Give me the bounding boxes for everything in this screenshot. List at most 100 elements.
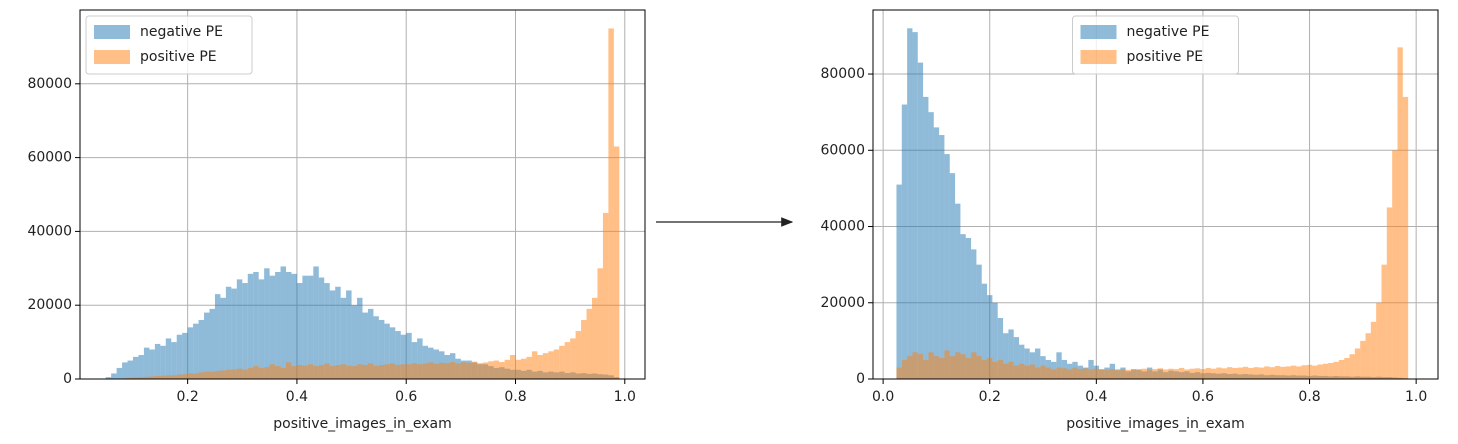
histogram-bar	[444, 363, 450, 379]
histogram-bar	[1392, 150, 1398, 379]
histogram-bar	[411, 363, 418, 379]
histogram-bar	[997, 318, 1004, 379]
legend: negative PE positive PE	[1072, 15, 1239, 75]
histogram-bar	[231, 288, 237, 379]
histogram-bar	[1402, 96, 1409, 380]
legend: negative PE positive PE	[85, 15, 253, 75]
histogram-bar	[313, 366, 319, 379]
histogram-bar	[896, 367, 902, 379]
histogram-bar	[253, 366, 259, 379]
histogram-bar	[406, 332, 412, 379]
histogram-bar	[1344, 358, 1350, 379]
histogram-bar	[389, 327, 396, 379]
histogram-bar	[928, 112, 934, 379]
x-tick-label: 0.8	[1298, 389, 1320, 405]
histogram-bar	[291, 366, 297, 379]
histogram-bar	[182, 332, 188, 379]
histogram-bar	[1226, 367, 1233, 379]
histogram-bar	[933, 127, 940, 379]
histogram-bar	[362, 364, 368, 379]
histogram-bar	[242, 369, 248, 379]
axes-frame	[79, 9, 646, 380]
histogram-bar	[912, 32, 918, 380]
histogram-bar	[564, 342, 571, 379]
histogram-bar	[608, 28, 614, 379]
histogram-bar	[1136, 369, 1142, 379]
histogram-bar	[1093, 368, 1099, 379]
histogram-bar	[149, 376, 155, 379]
histogram-bar	[1040, 365, 1046, 379]
histogram-bar	[133, 356, 139, 379]
histogram-bar	[455, 363, 461, 379]
x-tick-label: 0.2	[177, 389, 199, 405]
histogram-bar	[1232, 367, 1238, 379]
histogram-bar	[992, 361, 998, 379]
histogram-bar	[553, 349, 560, 379]
legend-swatch	[1080, 25, 1117, 39]
histogram-bar	[570, 338, 576, 379]
histogram-bar	[116, 367, 123, 379]
histogram-bar	[329, 366, 336, 379]
histogram-bar	[1386, 207, 1393, 379]
histogram-bar	[1024, 348, 1030, 379]
histogram-bar	[253, 271, 259, 379]
histogram-bar	[307, 364, 314, 379]
histogram-bar	[335, 364, 341, 379]
histogram-bar	[1296, 366, 1302, 379]
histogram-bar	[939, 135, 945, 379]
histogram-bar	[280, 266, 287, 379]
histogram-bar	[907, 28, 913, 380]
histogram-bar	[1312, 365, 1318, 379]
y-tick-label: 0	[856, 371, 865, 387]
histogram-bar	[247, 273, 254, 379]
histogram-bar	[1258, 367, 1265, 379]
histogram-bar	[960, 354, 966, 379]
histogram-bar	[965, 237, 972, 379]
histogram-bar	[258, 279, 265, 379]
histogram-bar	[291, 273, 297, 379]
histogram-bar	[286, 362, 292, 379]
histogram-bar	[928, 352, 934, 379]
histogram-bar	[1397, 47, 1403, 380]
histogram-bar	[187, 327, 194, 379]
histogram-bar	[1376, 302, 1382, 379]
histogram-bar	[1322, 363, 1329, 379]
histogram-bar	[1328, 362, 1334, 379]
histogram-bar	[981, 283, 988, 379]
histogram-bar	[976, 264, 982, 379]
histogram-bar	[1013, 365, 1020, 379]
histogram-bar	[1360, 340, 1366, 379]
histogram-bar	[1072, 367, 1078, 379]
axes: 0.0 0.2 0.4 0.6 0.8 1.0 0 20000 40000 60000 80000 p…	[820, 9, 1439, 432]
histogram-bar	[204, 312, 210, 379]
x-tick-label: 0.4	[286, 389, 308, 405]
histogram-bar	[526, 356, 532, 379]
histogram-bar	[1067, 369, 1073, 379]
histogram-bar	[220, 297, 226, 379]
histogram-bar	[389, 363, 396, 379]
histogram-bar	[1056, 367, 1062, 379]
histogram-bar	[917, 354, 924, 379]
histogram-bar	[939, 358, 945, 379]
histogram-bar	[143, 347, 150, 379]
histogram-bar	[965, 358, 972, 379]
histogram-bar	[520, 358, 527, 379]
histogram-bar	[422, 345, 429, 379]
histogram-bar	[896, 184, 902, 379]
histogram-bar	[471, 361, 478, 379]
histogram-bar	[198, 319, 205, 379]
histogram-bar	[575, 331, 582, 379]
histogram-bar	[1242, 366, 1249, 379]
histogram-bar	[154, 376, 161, 379]
x-tick-label: 1.0	[614, 389, 636, 405]
histogram-bar	[258, 367, 265, 379]
histogram-bar	[406, 364, 412, 379]
histogram-bar	[269, 275, 276, 379]
histogram-bar	[955, 352, 961, 379]
histogram-bar	[944, 350, 950, 379]
histogram-bar	[367, 308, 374, 379]
histogram-bar	[912, 352, 918, 379]
histogram-bar	[438, 362, 445, 379]
histogram-bar	[1168, 368, 1174, 379]
histogram-bar	[384, 364, 390, 379]
